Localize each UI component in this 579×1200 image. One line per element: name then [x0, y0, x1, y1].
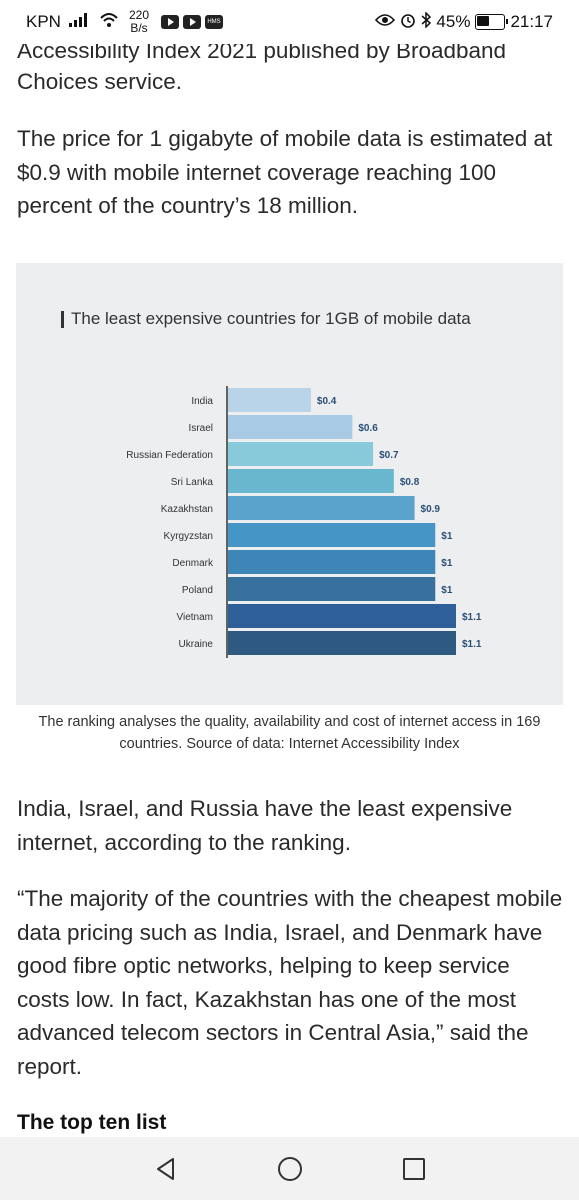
- network-speed: 220 B/s: [129, 9, 149, 35]
- bar-poland: [228, 577, 436, 601]
- value-label: $0.4: [317, 396, 337, 407]
- value-label: $1: [441, 531, 453, 542]
- chart-figure: The least expensive countries for 1GB of…: [16, 263, 563, 705]
- section-heading: The top ten list: [17, 1111, 167, 1134]
- status-right: 45% 21:17: [375, 10, 579, 33]
- alarm-icon: [400, 12, 416, 33]
- value-label: $1: [441, 585, 453, 596]
- value-label: $0.9: [421, 504, 441, 515]
- wifi-icon: [99, 12, 119, 33]
- paragraph-india: India, Israel, and Russia have the least…: [17, 796, 513, 855]
- youtube-icon: [161, 15, 179, 29]
- chart-title-text: The least expensive countries for 1GB of…: [71, 309, 471, 328]
- network-speed-unit: B/s: [130, 21, 148, 35]
- bar-vietnam: [228, 604, 456, 628]
- bar-kazakhstan: [228, 496, 415, 520]
- bar-ukraine: [228, 631, 456, 655]
- category-label: Kyrgyzstan: [164, 531, 213, 542]
- recents-square-icon: [402, 1157, 425, 1180]
- battery-icon: [475, 14, 509, 30]
- network-speed-value: 220: [128, 8, 149, 22]
- value-label: $1.1: [462, 639, 482, 650]
- category-label: Denmark: [172, 558, 214, 569]
- category-label: Sri Lanka: [171, 477, 214, 488]
- value-label: $0.7: [379, 450, 399, 461]
- home-button[interactable]: [268, 1147, 312, 1191]
- category-label: Kazakhstan: [161, 504, 213, 515]
- category-label: Ukraine: [179, 639, 214, 650]
- youtube-icon: [183, 15, 201, 29]
- figure-caption: The ranking analyses the quality, availa…: [38, 714, 541, 752]
- eye-comfort-icon: [375, 12, 396, 32]
- navigation-bar: [0, 1137, 579, 1200]
- hms-icon: HMS: [205, 15, 223, 29]
- battery-percent: 45%: [436, 12, 471, 31]
- bar-chart: India $0.4 Israel $0.6 Russian Federation $0.…: [126, 386, 482, 658]
- home-circle-icon: [277, 1156, 302, 1181]
- value-label: $1: [441, 558, 453, 569]
- bar-russian-federation: [228, 442, 374, 466]
- bar-india: [228, 388, 311, 412]
- chart-title: The least expensive countries for 1GB of…: [61, 309, 471, 329]
- category-label: Vietnam: [176, 612, 213, 623]
- bar-sri-lanka: [228, 469, 394, 493]
- value-label: $0.6: [358, 423, 378, 434]
- category-label: Poland: [182, 585, 213, 596]
- status-bar: KPN 220 B/s HMS 45% 21:17: [0, 0, 579, 44]
- paragraph-intro-end: Choices service.: [17, 69, 183, 94]
- bar-kyrgyzstan: [228, 523, 436, 547]
- bluetooth-icon: [421, 10, 432, 33]
- value-label: $1.1: [462, 612, 482, 623]
- category-label: Russian Federation: [126, 450, 213, 461]
- notification-icons: HMS: [161, 15, 223, 29]
- signal-icon: [68, 12, 91, 32]
- paragraph-price: The price for 1 gigabyte of mobile data …: [17, 126, 553, 218]
- recents-button[interactable]: [392, 1147, 436, 1191]
- back-button[interactable]: [144, 1147, 188, 1191]
- value-label: $0.8: [400, 477, 420, 488]
- bar-denmark: [228, 550, 436, 574]
- clock: 21:17: [510, 12, 553, 31]
- carrier-label: KPN: [26, 12, 61, 31]
- paragraph-quote: “The majority of the countries with the …: [17, 886, 563, 1079]
- category-label: Israel: [189, 423, 213, 434]
- category-label: India: [191, 396, 213, 407]
- bar-israel: [228, 415, 353, 439]
- status-left: KPN 220 B/s HMS: [0, 9, 223, 35]
- back-triangle-icon: [156, 1157, 174, 1180]
- title-accent-bar: [61, 310, 64, 328]
